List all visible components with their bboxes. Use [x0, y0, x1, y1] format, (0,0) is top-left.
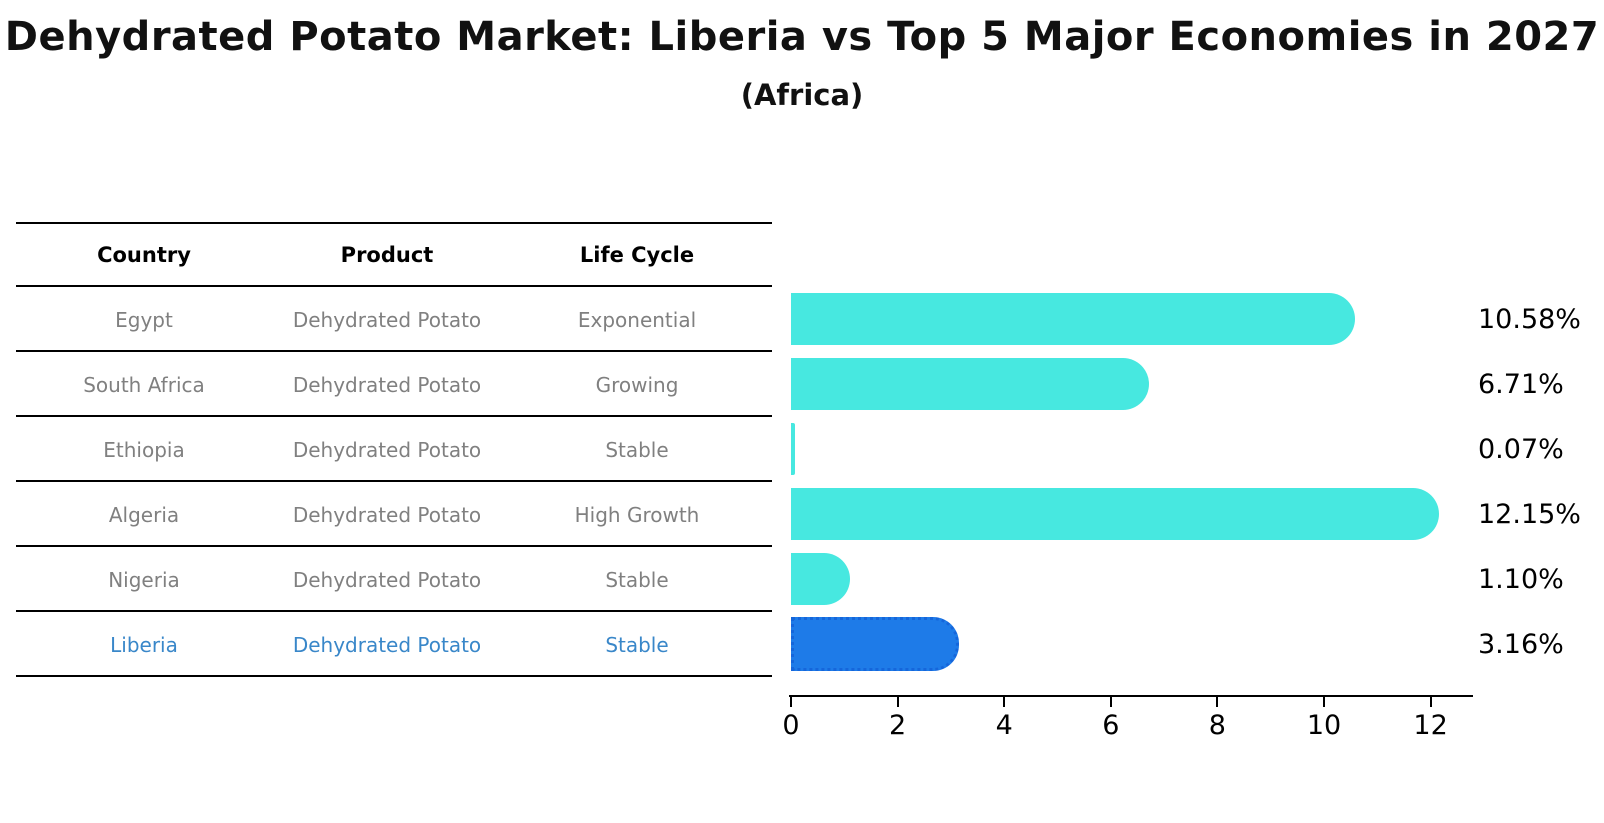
table-header-row: Country Product Life Cycle [0, 222, 1604, 287]
value-bar [791, 488, 1439, 540]
product-cell: Dehydrated Potato [292, 632, 482, 657]
product-cell: Dehydrated Potato [292, 307, 482, 332]
x-axis-tick-label: 0 [782, 710, 800, 741]
bar-value-label: 1.10% [1478, 564, 1564, 595]
column-header-life-cycle: Life Cycle [579, 242, 695, 267]
table-chart-rows: Country Product Life Cycle Egypt Dehydra… [0, 222, 1604, 677]
table-row: Ethiopia Dehydrated Potato Stable 0.07% [0, 417, 1604, 482]
x-axis-tick-label: 8 [1208, 710, 1226, 741]
row-divider [16, 482, 772, 547]
x-axis-tick-label: 2 [889, 710, 907, 741]
table-row: Algeria Dehydrated Potato High Growth 12… [0, 482, 1604, 547]
country-cell: Ethiopia [103, 437, 185, 462]
row-divider [16, 352, 772, 417]
life-cycle-cell: Stable [605, 632, 669, 657]
x-axis-tick-label: 4 [995, 710, 1013, 741]
x-axis-tick [896, 697, 899, 707]
bar-value-label: 3.16% [1478, 629, 1564, 660]
bar-value-label: 0.07% [1478, 434, 1564, 465]
value-bar [791, 423, 795, 475]
bar-value-label: 10.58% [1478, 304, 1581, 335]
value-bar [791, 358, 1149, 410]
table-row: Egypt Dehydrated Potato Exponential 10.5… [0, 287, 1604, 352]
row-divider [16, 612, 772, 677]
bar-value-label: 6.71% [1478, 369, 1564, 400]
country-cell: Liberia [110, 632, 178, 657]
column-header-product: Product [340, 242, 434, 267]
bar-value-label: 12.15% [1478, 499, 1581, 530]
row-divider [16, 417, 772, 482]
x-axis-tick [1003, 697, 1006, 707]
row-divider [16, 287, 772, 352]
x-axis-tick [1216, 697, 1219, 707]
x-axis-tick [1323, 697, 1325, 707]
product-cell: Dehydrated Potato [292, 437, 482, 462]
country-cell: Nigeria [108, 567, 180, 592]
column-header-country: Country [97, 242, 191, 267]
life-cycle-cell: Stable [605, 567, 669, 592]
product-cell: Dehydrated Potato [292, 372, 482, 397]
table-row: Liberia Dehydrated Potato Stable 3.16% [0, 612, 1604, 677]
table-header-divider [16, 222, 772, 287]
chart-subtitle: (Africa) [740, 78, 864, 112]
value-bar [791, 293, 1355, 345]
table-row: South Africa Dehydrated Potato Growing 6… [0, 352, 1604, 417]
product-cell: Dehydrated Potato [292, 567, 482, 592]
x-axis-tick-label: 12 [1413, 710, 1448, 741]
life-cycle-cell: High Growth [574, 502, 700, 527]
country-cell: Algeria [108, 502, 180, 527]
country-cell: South Africa [83, 372, 205, 397]
x-axis-line [789, 695, 1473, 697]
life-cycle-cell: Stable [605, 437, 669, 462]
value-bar [791, 617, 959, 671]
life-cycle-cell: Growing [595, 372, 679, 397]
chart-title: Dehydrated Potato Market: Liberia vs Top… [4, 14, 1600, 60]
country-cell: Egypt [115, 307, 173, 332]
row-divider [16, 547, 772, 612]
product-cell: Dehydrated Potato [292, 502, 482, 527]
x-axis-tick [790, 697, 792, 707]
life-cycle-cell: Exponential [577, 307, 697, 332]
value-bar [791, 553, 850, 605]
x-axis-tick [1109, 697, 1112, 707]
table-row: Nigeria Dehydrated Potato Stable 1.10% [0, 547, 1604, 612]
x-axis-tick [1429, 697, 1432, 707]
x-axis-tick-label: 6 [1102, 710, 1120, 741]
x-axis-tick-label: 10 [1306, 710, 1342, 741]
